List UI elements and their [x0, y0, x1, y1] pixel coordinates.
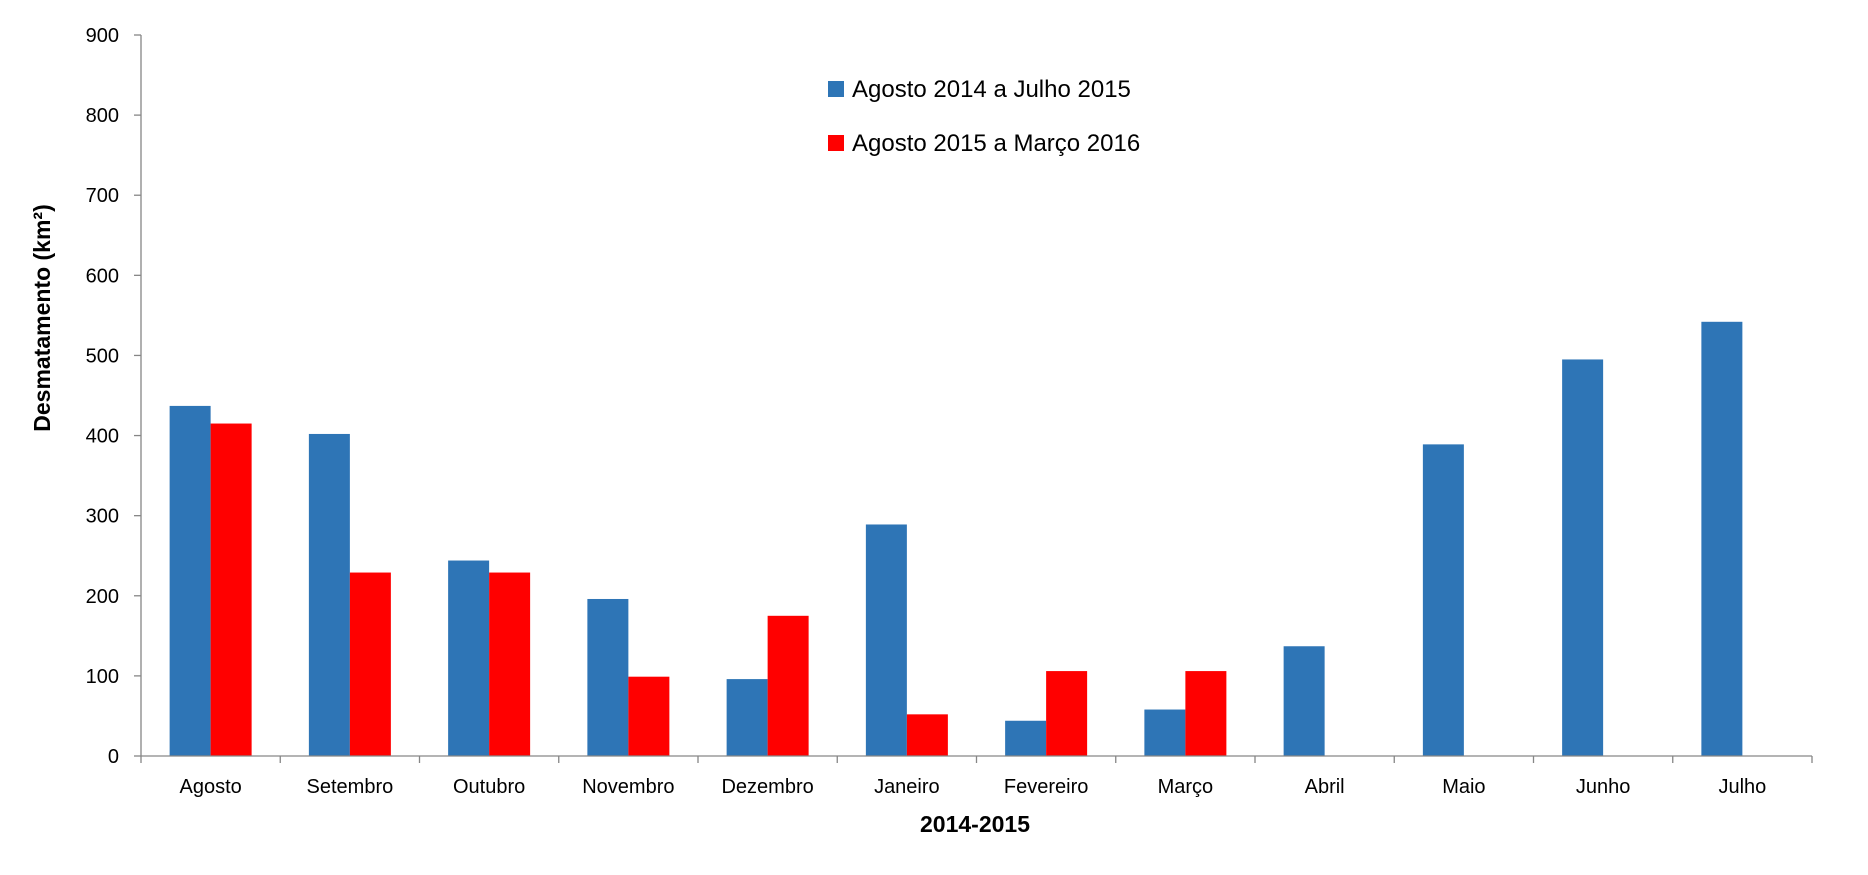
bar-1-7: [1144, 709, 1186, 756]
y-tick-label: 300: [86, 506, 119, 528]
bar-2-5: [906, 714, 948, 756]
bar-2-0: [210, 423, 252, 756]
x-tick-label: Março: [1158, 776, 1214, 798]
x-tick-label: Junho: [1576, 776, 1631, 798]
bar-1-9: [1422, 444, 1464, 756]
x-tick-label: Maio: [1442, 776, 1485, 798]
y-tick-label: 600: [86, 265, 119, 287]
y-tick-label: 500: [86, 345, 119, 367]
tick-labels: 0 100 200 300 400 500 600 700 800 900 Agosto Setemb…: [86, 25, 1767, 798]
bar-1-0: [169, 405, 211, 756]
x-tick-label: Fevereiro: [1004, 776, 1088, 798]
x-tick-label: Janeiro: [874, 776, 940, 798]
bar-1-3: [587, 598, 629, 756]
bar-2-3: [628, 676, 670, 756]
y-tick-label: 0: [108, 746, 119, 768]
bar-2-1: [349, 572, 391, 756]
bars: [169, 321, 1743, 756]
x-tick-label: Julho: [1718, 776, 1766, 798]
x-tick-label: Dezembro: [721, 776, 813, 798]
bar-1-5: [865, 524, 907, 756]
x-tick-label: Abril: [1305, 776, 1345, 798]
y-tick-label: 700: [86, 185, 119, 207]
x-axis-title: 2014-2015: [920, 811, 1030, 837]
bar-1-4: [726, 679, 768, 756]
bar-1-1: [308, 433, 350, 756]
y-tick-label: 100: [86, 666, 119, 688]
legend-swatch-series-2: [828, 135, 844, 151]
y-tick-label: 800: [86, 105, 119, 127]
y-tick-label: 400: [86, 426, 119, 448]
legend-label-series-1: Agosto 2014 a Julho 2015: [852, 76, 1131, 103]
y-tick-label: 200: [86, 586, 119, 608]
bar-2-7: [1185, 671, 1227, 756]
y-axis-title: Desmatamento (km²): [29, 204, 55, 432]
bar-1-6: [1005, 720, 1047, 756]
legend: Agosto 2014 a Julho 2015 Agosto 2015 a M…: [828, 76, 1140, 157]
bar-2-2: [489, 572, 531, 756]
x-tick-label: Setembro: [307, 776, 394, 798]
y-tick-label: 900: [86, 25, 119, 47]
bar-2-4: [767, 615, 809, 756]
legend-swatch-series-1: [828, 81, 844, 97]
bar-1-11: [1701, 321, 1743, 756]
x-tick-label: Agosto: [179, 776, 241, 798]
bar-1-10: [1562, 359, 1604, 756]
legend-label-series-2: Agosto 2015 a Março 2016: [852, 130, 1140, 157]
bar-2-6: [1046, 671, 1088, 756]
x-tick-label: Novembro: [582, 776, 674, 798]
bar-1-8: [1283, 646, 1325, 756]
axes: [134, 34, 1813, 763]
x-tick-label: Outubro: [453, 776, 525, 798]
bar-1-2: [448, 560, 490, 756]
